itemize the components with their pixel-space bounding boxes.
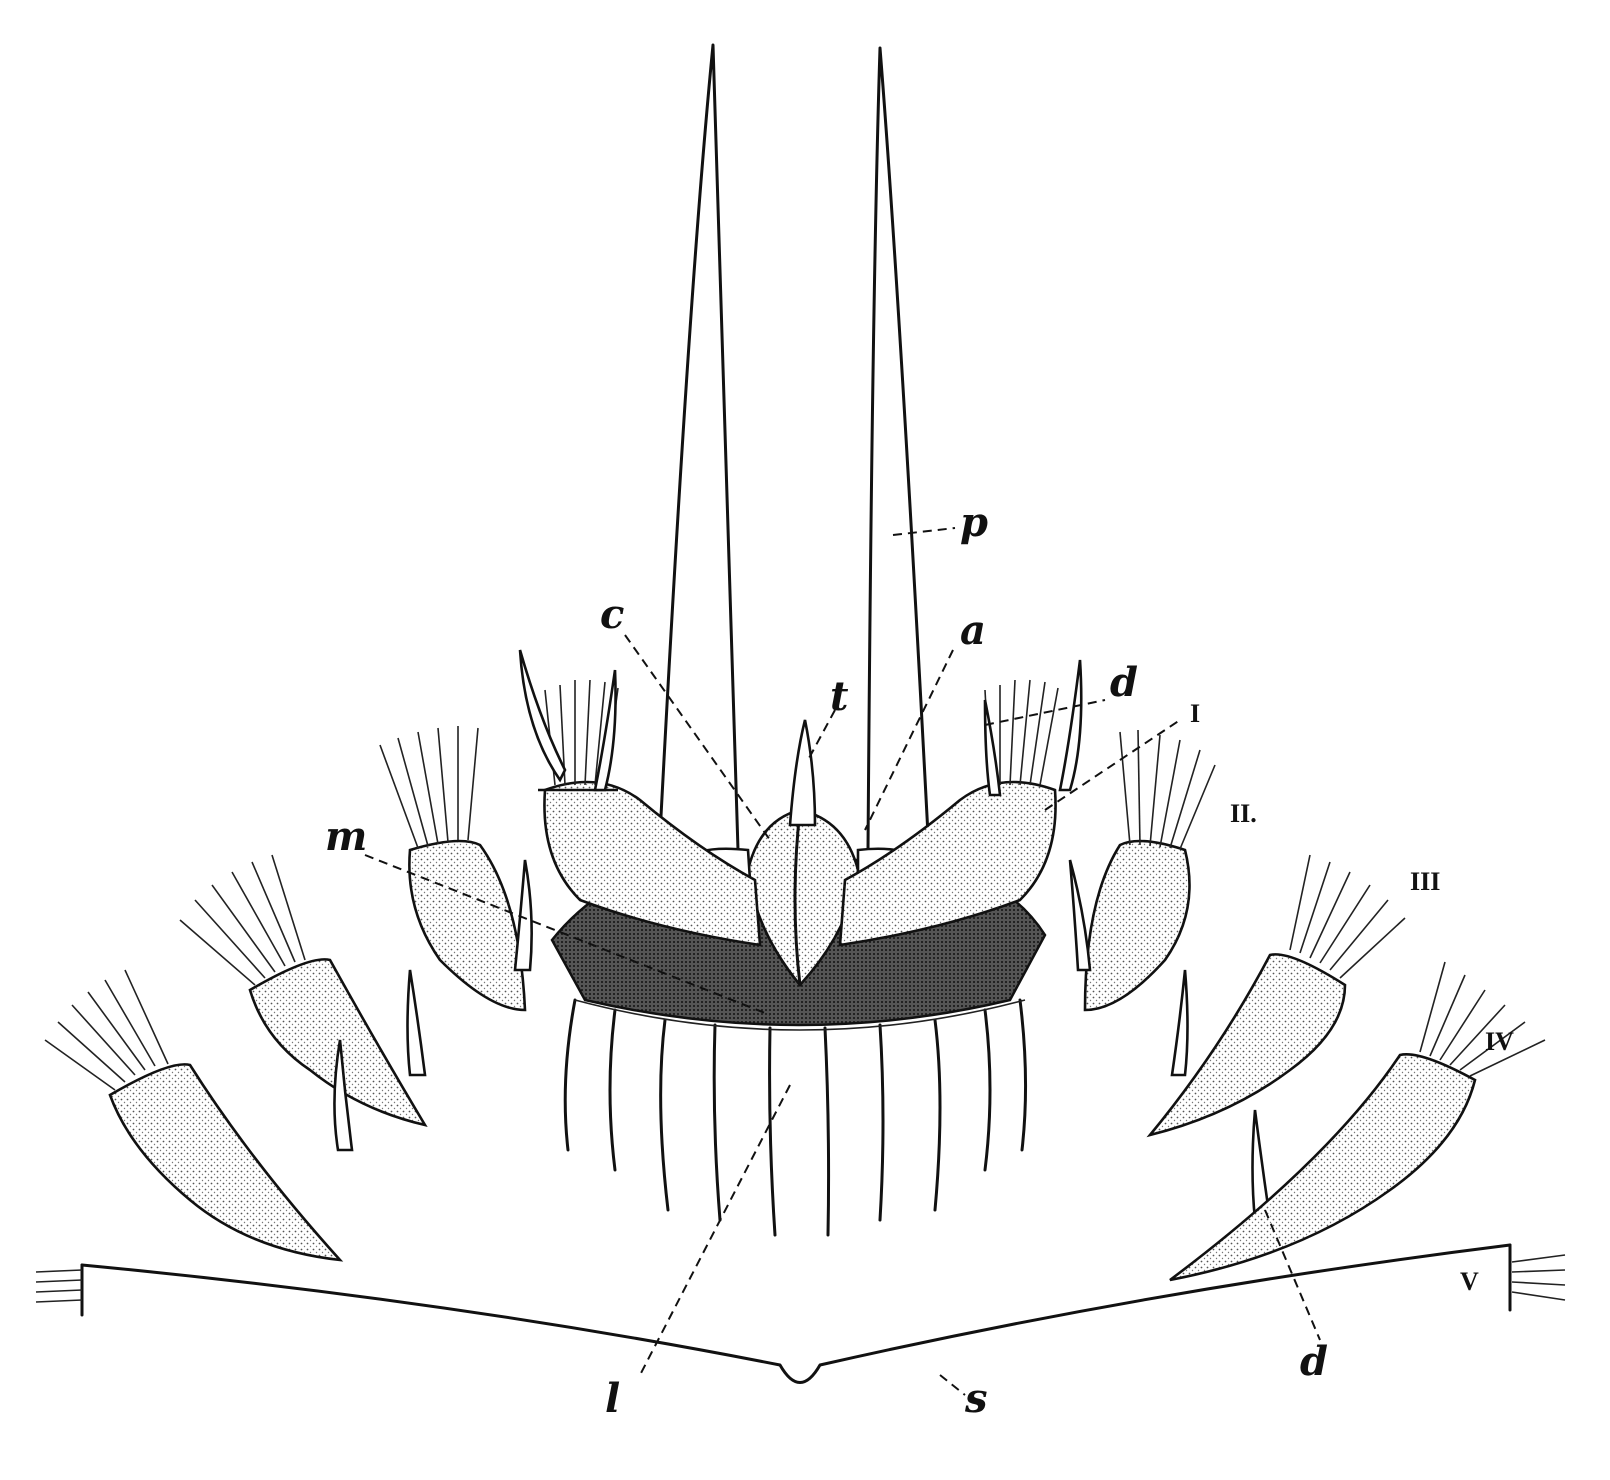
label-t: t — [830, 673, 849, 720]
segment-label-II: II. — [1230, 799, 1257, 828]
appendage-III-left — [179, 854, 428, 1152]
label-d-upper: d — [1110, 659, 1138, 706]
label-c: c — [600, 591, 624, 638]
appendage-II-right — [1068, 729, 1216, 1077]
label-m: m — [325, 813, 367, 860]
appendage-IV-right — [1169, 961, 1546, 1282]
label-a: a — [960, 607, 986, 654]
labial-teeth — [563, 998, 1028, 1237]
central-tooth — [788, 719, 817, 827]
label-l: l — [605, 1375, 620, 1422]
appendage-II-left — [379, 726, 533, 1077]
sternal-plate — [35, 1243, 1566, 1384]
appendage-IV-left — [44, 969, 344, 1262]
appendage-III-right — [1146, 854, 1406, 1222]
label-d-lower: d — [1300, 1338, 1328, 1385]
appendage-I-right — [838, 659, 1083, 947]
appendage-I-left — [518, 649, 762, 947]
leader-lines — [364, 527, 1321, 1396]
label-p: p — [960, 499, 988, 546]
right-stylet — [866, 46, 930, 852]
segment-label-III: III — [1410, 867, 1440, 896]
left-stylet — [658, 43, 740, 852]
segment-label-IV: IV — [1485, 1027, 1514, 1056]
label-s: s — [964, 1375, 988, 1422]
segment-label-I: I — [1190, 699, 1200, 728]
segment-label-V: V — [1460, 1267, 1479, 1296]
